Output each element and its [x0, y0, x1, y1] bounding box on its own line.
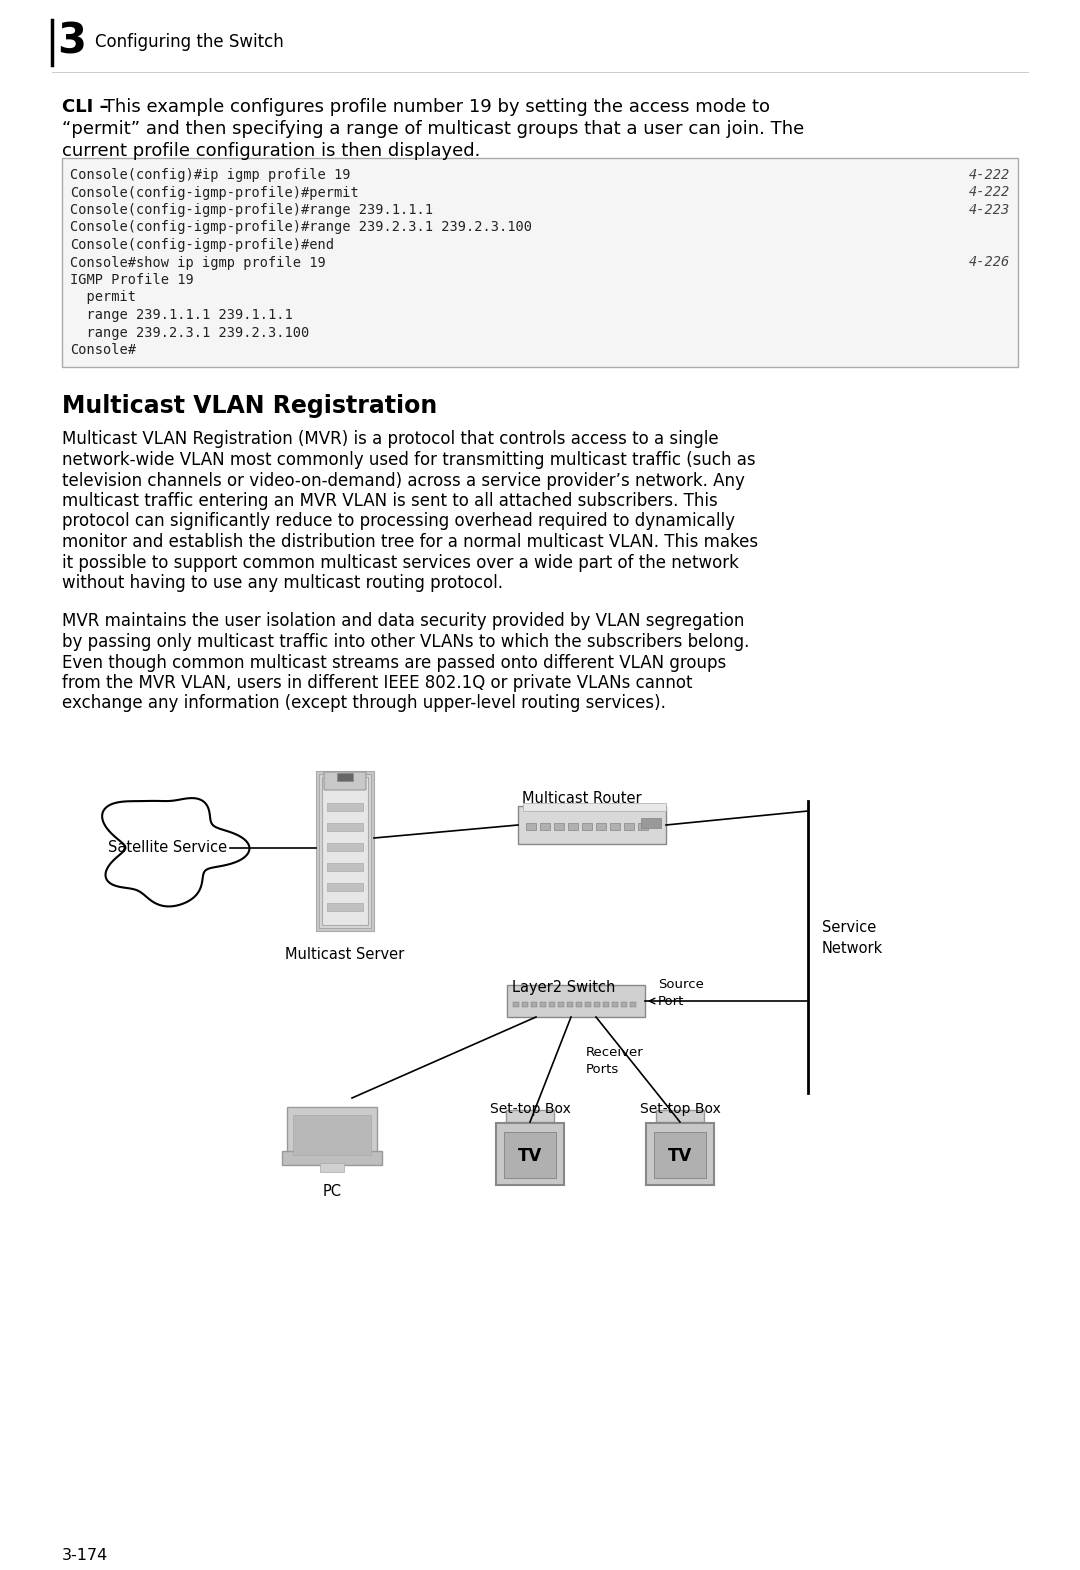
FancyBboxPatch shape	[518, 805, 666, 845]
FancyBboxPatch shape	[638, 823, 648, 831]
Text: 4-222: 4-222	[969, 185, 1010, 199]
Text: Multicast VLAN Registration (MVR) is a protocol that controls access to a single: Multicast VLAN Registration (MVR) is a p…	[62, 430, 718, 449]
Text: Configuring the Switch: Configuring the Switch	[95, 33, 284, 50]
Text: Console#: Console#	[70, 342, 136, 356]
Text: Console(config-igmp-profile)#end: Console(config-igmp-profile)#end	[70, 239, 334, 253]
Text: by passing only multicast traffic into other VLANs to which the subscribers belo: by passing only multicast traffic into o…	[62, 633, 750, 652]
Text: Service
Network: Service Network	[822, 920, 883, 956]
FancyBboxPatch shape	[327, 882, 363, 892]
Text: 3-174: 3-174	[62, 1548, 108, 1564]
FancyBboxPatch shape	[656, 1110, 704, 1123]
Text: Satellite Service: Satellite Service	[108, 840, 228, 856]
Text: PC: PC	[323, 1184, 341, 1199]
FancyBboxPatch shape	[554, 823, 564, 831]
FancyBboxPatch shape	[316, 771, 374, 931]
FancyBboxPatch shape	[642, 818, 661, 827]
FancyBboxPatch shape	[337, 772, 353, 780]
Text: without having to use any multicast routing protocol.: without having to use any multicast rout…	[62, 575, 503, 592]
Text: current profile configuration is then displayed.: current profile configuration is then di…	[62, 141, 481, 160]
FancyBboxPatch shape	[594, 1002, 600, 1006]
Text: range 239.1.1.1 239.1.1.1: range 239.1.1.1 239.1.1.1	[70, 308, 293, 322]
FancyBboxPatch shape	[624, 823, 634, 831]
FancyBboxPatch shape	[582, 823, 592, 831]
Text: Set-top Box: Set-top Box	[639, 1102, 720, 1116]
Text: Multicast Server: Multicast Server	[285, 947, 405, 962]
FancyBboxPatch shape	[522, 1002, 528, 1006]
FancyBboxPatch shape	[293, 1115, 372, 1156]
FancyBboxPatch shape	[540, 1002, 546, 1006]
Text: This example configures profile number 19 by setting the access mode to: This example configures profile number 1…	[98, 97, 770, 116]
Text: Console(config-igmp-profile)#range 239.2.3.1 239.2.3.100: Console(config-igmp-profile)#range 239.2…	[70, 220, 532, 234]
FancyBboxPatch shape	[576, 1002, 582, 1006]
Text: network-wide VLAN most commonly used for transmitting multicast traffic (such as: network-wide VLAN most commonly used for…	[62, 451, 756, 469]
Text: exchange any information (except through upper-level routing services).: exchange any information (except through…	[62, 694, 666, 713]
FancyBboxPatch shape	[327, 903, 363, 911]
FancyBboxPatch shape	[320, 1163, 345, 1171]
Text: 4-222: 4-222	[969, 168, 1010, 182]
Text: monitor and establish the distribution tree for a normal multicast VLAN. This ma: monitor and establish the distribution t…	[62, 532, 758, 551]
FancyBboxPatch shape	[531, 1002, 537, 1006]
Text: Console(config)#ip igmp profile 19: Console(config)#ip igmp profile 19	[70, 168, 351, 182]
Text: CLI –: CLI –	[62, 97, 109, 116]
FancyBboxPatch shape	[526, 823, 536, 831]
FancyBboxPatch shape	[507, 984, 645, 1017]
Text: Console#show ip igmp profile 19: Console#show ip igmp profile 19	[70, 256, 326, 270]
FancyBboxPatch shape	[596, 823, 606, 831]
Text: 4-223: 4-223	[969, 203, 1010, 217]
FancyBboxPatch shape	[324, 772, 366, 790]
Text: Console(config-igmp-profile)#range 239.1.1.1: Console(config-igmp-profile)#range 239.1…	[70, 203, 433, 217]
FancyBboxPatch shape	[327, 823, 363, 831]
Text: Multicast Router: Multicast Router	[523, 791, 642, 805]
FancyBboxPatch shape	[654, 1132, 706, 1178]
FancyBboxPatch shape	[610, 823, 620, 831]
Text: protocol can significantly reduce to processing overhead required to dynamically: protocol can significantly reduce to pro…	[62, 512, 735, 531]
Text: TV: TV	[667, 1148, 692, 1165]
Text: from the MVR VLAN, users in different IEEE 802.1Q or private VLANs cannot: from the MVR VLAN, users in different IE…	[62, 674, 692, 692]
FancyBboxPatch shape	[568, 823, 578, 831]
Text: Receiver
Ports: Receiver Ports	[586, 1046, 644, 1075]
Text: Console(config-igmp-profile)#permit: Console(config-igmp-profile)#permit	[70, 185, 359, 199]
FancyBboxPatch shape	[630, 1002, 636, 1006]
Polygon shape	[103, 798, 249, 906]
FancyBboxPatch shape	[540, 823, 550, 831]
FancyBboxPatch shape	[327, 843, 363, 851]
Text: Set-top Box: Set-top Box	[489, 1102, 570, 1116]
Text: IGMP Profile 19: IGMP Profile 19	[70, 273, 193, 287]
Text: range 239.2.3.1 239.2.3.100: range 239.2.3.1 239.2.3.100	[70, 325, 309, 339]
FancyBboxPatch shape	[549, 1002, 555, 1006]
FancyBboxPatch shape	[327, 864, 363, 871]
FancyBboxPatch shape	[504, 1132, 556, 1178]
Text: Multicast VLAN Registration: Multicast VLAN Registration	[62, 394, 437, 419]
FancyBboxPatch shape	[612, 1002, 618, 1006]
FancyBboxPatch shape	[621, 1002, 627, 1006]
FancyBboxPatch shape	[496, 1123, 564, 1185]
Text: it possible to support common multicast services over a wide part of the network: it possible to support common multicast …	[62, 554, 739, 571]
FancyBboxPatch shape	[327, 802, 363, 812]
FancyBboxPatch shape	[523, 802, 666, 812]
FancyBboxPatch shape	[507, 1110, 554, 1123]
Text: 3: 3	[57, 20, 86, 63]
Text: “permit” and then specifying a range of multicast groups that a user can join. T: “permit” and then specifying a range of …	[62, 119, 805, 138]
Text: multicast traffic entering an MVR VLAN is sent to all attached subscribers. This: multicast traffic entering an MVR VLAN i…	[62, 491, 718, 510]
FancyBboxPatch shape	[513, 1002, 519, 1006]
Text: Even though common multicast streams are passed onto different VLAN groups: Even though common multicast streams are…	[62, 653, 726, 672]
Text: television channels or video-on-demand) across a service provider’s network. Any: television channels or video-on-demand) …	[62, 471, 745, 490]
Text: TV: TV	[518, 1148, 542, 1165]
Text: Source
Port: Source Port	[658, 978, 704, 1008]
Text: MVR maintains the user isolation and data security provided by VLAN segregation: MVR maintains the user isolation and dat…	[62, 612, 744, 631]
FancyBboxPatch shape	[558, 1002, 564, 1006]
FancyBboxPatch shape	[603, 1002, 609, 1006]
FancyBboxPatch shape	[567, 1002, 573, 1006]
FancyBboxPatch shape	[585, 1002, 591, 1006]
FancyBboxPatch shape	[319, 774, 372, 928]
Text: permit: permit	[70, 290, 136, 305]
FancyBboxPatch shape	[322, 777, 368, 925]
FancyBboxPatch shape	[646, 1123, 714, 1185]
Text: Layer2 Switch: Layer2 Switch	[512, 980, 616, 995]
FancyBboxPatch shape	[282, 1151, 382, 1165]
FancyBboxPatch shape	[287, 1107, 377, 1160]
FancyBboxPatch shape	[62, 159, 1018, 366]
Text: 4-226: 4-226	[969, 256, 1010, 270]
